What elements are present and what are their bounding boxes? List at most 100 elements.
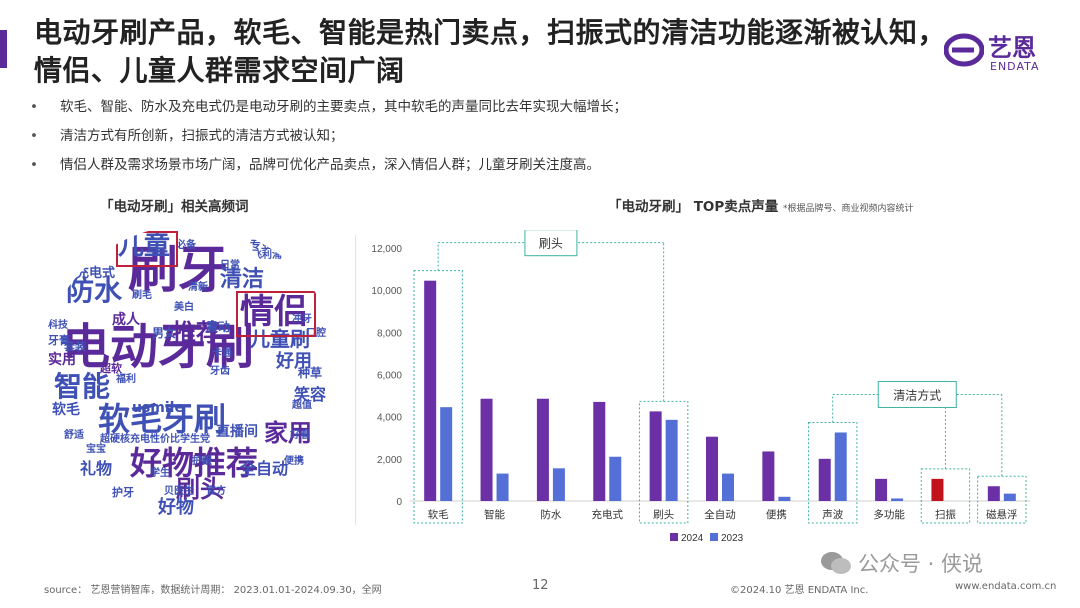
wordcloud-word: 好物推荐 [130,444,259,482]
wordcloud-word: 儿童刷 [250,327,310,351]
footer-copyright: ©2024.10 艺恩 ENDATA Inc. [730,585,869,596]
legend-label: 2024 [681,533,704,544]
bar-2024 [818,458,831,501]
wordcloud-word: 礼物 [80,459,113,478]
bar-2023 [440,407,453,501]
wordcloud-word: 全自动 [240,459,289,478]
wordcloud-word: 清洁 [220,267,265,292]
wordcloud-word: 牙膏 [48,334,70,347]
x-tick-label: 扫振 [935,508,956,521]
wordcloud-word: 超硬核充电性价比学生党 [100,434,210,445]
key-finding-text: 清洁方式有所创新，扫振式的清洁方式被认知； [60,128,344,144]
bar-2024 [593,401,606,501]
wordcloud-word: 超软 [100,362,122,375]
bar-2023 [722,473,734,501]
x-tick-label: 全自动 [704,508,736,521]
key-finding-item: • 清洁方式有所创新，扫振式的清洁方式被认知； [30,125,1050,154]
wordcloud-title: 「电动牙刷」相关高频词 [100,199,249,215]
section-divider [355,235,356,525]
wordcloud-word: 刷头 [176,475,224,503]
wordcloud-highlight-frame [116,231,178,267]
x-tick-label: 声波 [822,508,843,521]
chart-title-wrap: 「电动牙刷」 TOP卖点声量 *根据品牌号、商业视频内容统计 [608,195,914,215]
wordcloud-word: 电动牙刷 [62,319,255,375]
key-finding-item: • 情侣人群及需求场景市场广阔，品牌可优化产品卖点，深入情侣人群；儿童牙刷关注度高… [30,154,1050,183]
footer-url: www.endata.com.cn [955,581,1057,592]
group-label: 清洁方式 [893,387,941,402]
group-frame [638,400,689,524]
y-tick-label: 10,000 [371,286,402,297]
bar-2024 [931,478,944,501]
wordcloud-word: 舒适 [64,430,84,441]
wordcloud-word: 牙齿 [210,366,230,377]
wordcloud-word: 家用 [264,419,312,447]
word-cloud: 电动牙刷 刷牙 情侣 儿童 防水 清洁 智能 软毛牙刷 好物推荐 刷头 推荐 儿童刷 好用 家用 直播间 全自… [40,225,340,525]
wordcloud-word: 宝宝 [86,444,106,455]
bar-2023 [496,473,509,501]
wordcloud-word: 推荐 [172,319,220,347]
y-tick-label: 12,000 [371,244,402,255]
bar-2023 [778,496,791,501]
logo-brand-cn: 艺恩 [988,34,1036,62]
x-tick-label: 磁悬浮 [986,508,1018,521]
wordcloud-word: 笑容 [294,385,327,404]
wordcloud-word: 好物 [158,497,194,518]
bar-2023 [834,432,847,501]
y-tick-label: 6,000 [377,371,402,382]
wordcloud-word: 超值 [292,400,312,411]
wordcloud-word: 科技 [48,320,68,331]
y-tick-label: 2,000 [377,455,402,466]
y-tick-label: 4,000 [377,413,402,424]
key-finding-item: • 软毛、智能、防水及充电式仍是电动牙刷的主要卖点，其中软毛的声量同比去年实现大幅… [30,96,1050,125]
group-label-box [877,380,957,408]
wordcloud-word: 成人 [112,312,140,328]
wordcloud-word: 充电式 [76,266,116,281]
wordcloud-word: 智能 [54,370,111,403]
group-bracket [832,393,1003,477]
wordcloud-word: 美白 [174,302,194,313]
wordcloud-word: 官方 [206,486,226,497]
logo-brand-en: ENDATA [990,60,1040,73]
endata-logo-icon [944,33,984,67]
page-title: 电动牙刷产品，软毛、智能是热门卖点，扫振式的清洁功能逐渐被认知，情侣、儿童人群需… [34,16,947,87]
wordcloud-word: 卡通 [212,348,232,359]
group-frame [808,421,858,524]
bar-2023 [552,468,565,501]
x-tick-label: 刷头 [653,508,674,521]
wordcloud-word: 套装 [64,340,86,353]
bar-2023 [665,419,678,501]
legend-swatch [710,533,718,541]
bullet-marker: • [30,128,38,144]
x-tick-label: 多功能 [873,508,905,521]
wordcloud-word: 护牙 [112,486,134,499]
title-accent-bar [0,30,7,68]
x-tick-label: 便携 [766,508,787,521]
key-finding-text: 软毛、智能、防水及充电式仍是电动牙刷的主要卖点，其中软毛的声量同比去年实现大幅增… [60,99,627,115]
bullet-marker: • [30,157,38,173]
group-bracket [437,242,665,402]
wordcloud-word: 福利 [116,374,136,385]
wordcloud-word: 震动 [206,320,231,334]
wordcloud-word: 口腔 [306,328,326,339]
watermark: 公众号 · 侠说 [820,548,983,578]
bar-2024 [987,486,1000,501]
wordcloud-word: 实用 [48,352,76,368]
wordcloud-word: 软毛牙刷 [98,400,227,438]
y-tick-label: 8,000 [377,328,402,339]
wordcloud-highlight-frame [236,291,316,337]
bar-2024 [706,436,718,501]
bullet-marker: • [30,99,38,115]
legend-label: 2023 [721,533,744,544]
wordcloud-word: 必备 [176,240,196,251]
watermark-text: 公众号 · 侠说 [858,552,984,576]
group-label: 刷头 [539,237,563,251]
wordcloud-word: 情侣 [240,292,308,332]
y-tick-label: 0 [396,497,402,508]
x-tick-label: 防水 [540,508,562,521]
footer-source: source： 艺恩营销智库，数据统计周期： 2023.01.01-2024.0… [44,585,382,596]
bar-2024 [480,398,493,501]
wordcloud-word: 飞利浦 [252,250,282,261]
wordcloud-word: 护龈 [192,456,212,467]
bar-2023 [609,456,622,501]
